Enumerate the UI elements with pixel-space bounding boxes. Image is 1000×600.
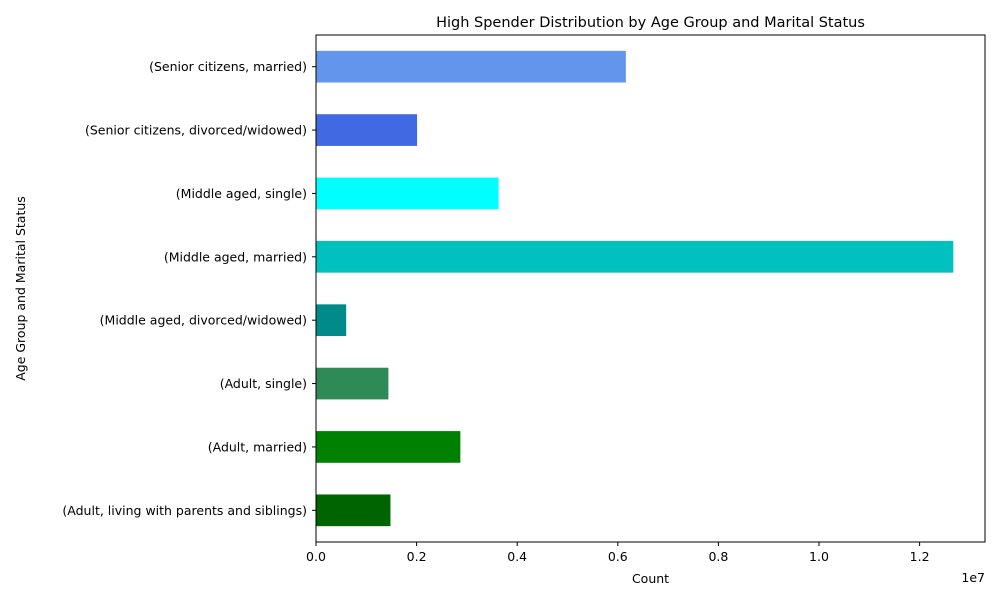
x-tick-label: 0.8: [708, 549, 728, 564]
bar-adult-living-with-parents-and-siblings: [316, 494, 391, 527]
y-tick-label: (Middle aged, single): [176, 186, 307, 201]
axes-frame: [315, 34, 986, 543]
y-tick-label: (Senior citizens, married): [149, 59, 307, 74]
bar-middle-aged-married: [316, 240, 954, 273]
bars-group: [316, 50, 954, 527]
y-tick-label: (Adult, living with parents and siblings…: [62, 503, 307, 518]
y-axis-label: Age Group and Marital Status: [13, 196, 28, 381]
x-tick-label: 0.4: [507, 549, 527, 564]
bar-middle-aged-divorced-widowed: [316, 304, 347, 337]
x-axis-offset-text: 1e7: [961, 570, 985, 585]
x-tick-label: 1.0: [809, 549, 829, 564]
y-tick-label: (Middle aged, married): [164, 249, 307, 264]
y-tick-label: (Senior citizens, divorced/widowed): [85, 123, 307, 138]
bar-senior-citizens-married: [316, 50, 626, 83]
y-tick-label: (Adult, married): [208, 439, 307, 454]
x-tick-label: 0.2: [407, 549, 427, 564]
x-tick-label: 1.2: [910, 549, 930, 564]
bar-senior-citizens-divorced-widowed: [316, 114, 418, 146]
bar-middle-aged-single: [316, 177, 499, 210]
x-axis-ticks: 0.0 0.2 0.4 0.6 0.8 1.0 1.2: [306, 542, 930, 564]
chart-title: High Spender Distribution by Age Group a…: [436, 15, 865, 31]
bar-adult-single: [316, 367, 389, 400]
y-tick-label: (Middle aged, divorced/widowed): [100, 313, 307, 328]
y-tick-label: (Adult, single): [220, 376, 307, 391]
y-axis-ticks: (Adult, living with parents and siblings…: [62, 59, 316, 518]
x-axis-label: Count: [632, 571, 669, 586]
x-tick-label: 0.6: [608, 549, 628, 564]
bar-adult-married: [316, 431, 461, 463]
x-tick-label: 0.0: [306, 549, 326, 564]
